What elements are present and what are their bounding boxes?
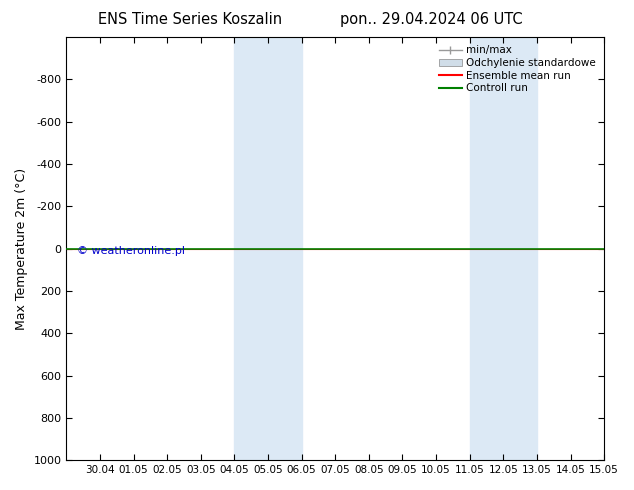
Bar (470, 37, 537, 460)
Y-axis label: Max Temperature 2m (°C): Max Temperature 2m (°C) (15, 168, 28, 330)
Text: ENS Time Series Koszalin: ENS Time Series Koszalin (98, 12, 282, 27)
Text: © weatheronline.pl: © weatheronline.pl (77, 246, 185, 256)
Text: pon.. 29.04.2024 06 UTC: pon.. 29.04.2024 06 UTC (340, 12, 522, 27)
Legend: min/max, Odchylenie standardowe, Ensemble mean run, Controll run: min/max, Odchylenie standardowe, Ensembl… (436, 42, 599, 97)
Bar (235, 37, 302, 460)
